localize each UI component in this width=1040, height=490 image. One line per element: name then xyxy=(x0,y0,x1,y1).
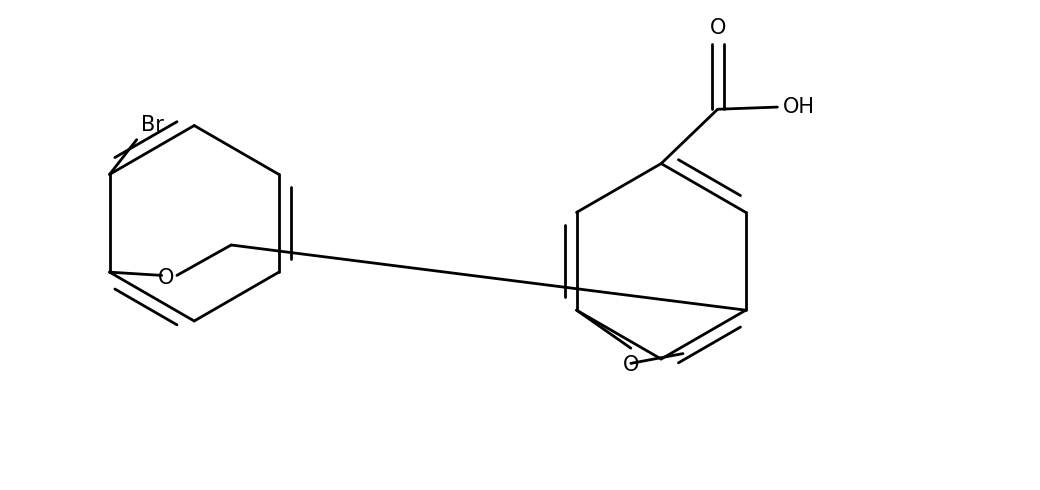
Text: O: O xyxy=(158,268,175,288)
Text: Br: Br xyxy=(141,115,164,135)
Text: OH: OH xyxy=(783,97,814,117)
Text: O: O xyxy=(623,355,639,375)
Text: O: O xyxy=(709,18,726,38)
